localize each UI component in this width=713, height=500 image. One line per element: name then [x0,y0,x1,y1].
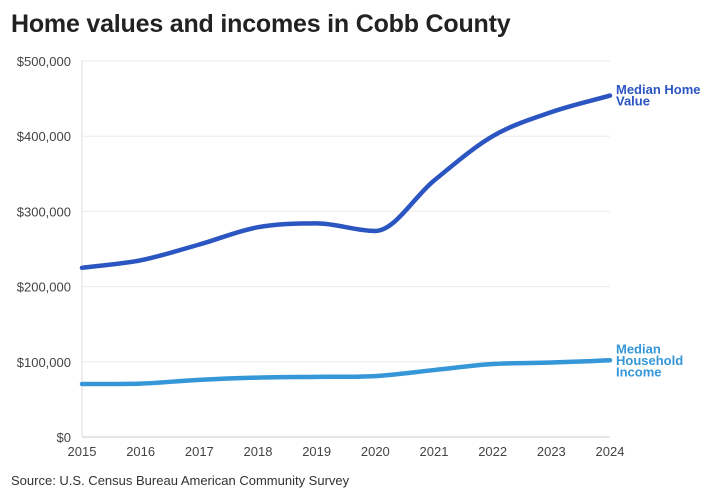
series-label: Median Home [616,82,701,97]
y-tick-label: $500,000 [17,54,71,69]
y-tick-label: $400,000 [17,129,71,144]
chart-title: Home values and incomes in Cobb County [11,10,511,38]
x-tick-label: 2023 [537,444,566,459]
x-tick-label: 2019 [302,444,331,459]
series-label: Income [616,364,662,379]
y-tick-label: $300,000 [17,204,71,219]
series-line [79,93,613,271]
series-label: Household [616,353,683,368]
x-tick-label: 2024 [596,444,625,459]
source-note: Source: U.S. Census Bureau American Comm… [11,473,350,488]
x-tick-label: 2015 [68,444,97,459]
x-tick-label: 2018 [244,444,273,459]
x-tick-label: 2021 [420,444,449,459]
x-tick-label: 2022 [478,444,507,459]
x-tick-label: 2017 [185,444,214,459]
series-label: Median [616,341,661,356]
y-tick-label: $200,000 [17,280,71,295]
series-label: Value [616,94,650,109]
y-tick-label: $0 [57,430,71,445]
x-tick-label: 2016 [126,444,155,459]
series-line [79,358,613,387]
y-tick-label: $100,000 [17,355,71,370]
x-tick-label: 2020 [361,444,390,459]
